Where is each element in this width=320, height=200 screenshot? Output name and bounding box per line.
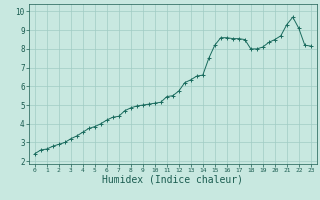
- X-axis label: Humidex (Indice chaleur): Humidex (Indice chaleur): [102, 175, 243, 185]
